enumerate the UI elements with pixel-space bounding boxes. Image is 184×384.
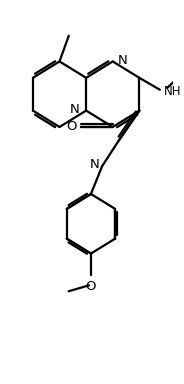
Text: NH: NH xyxy=(164,85,181,98)
Text: O: O xyxy=(86,280,96,293)
Text: N: N xyxy=(70,103,80,116)
Text: O: O xyxy=(66,121,76,134)
Text: N: N xyxy=(117,54,127,67)
Text: N: N xyxy=(90,158,99,171)
